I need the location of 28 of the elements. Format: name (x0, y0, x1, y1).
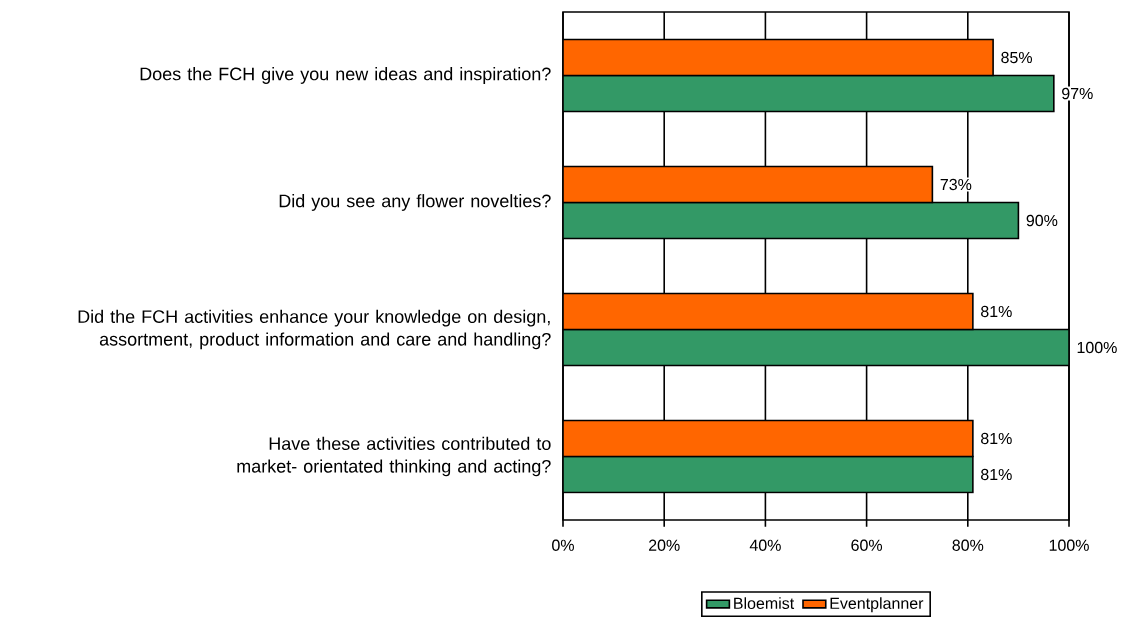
y-tick-label: Did the FCH activities enhance your knowledge on design, assortment, product information and care and handling? (78, 309, 551, 350)
bar (563, 455, 974, 494)
bar (563, 38, 994, 77)
y-tick-label: Does the FCH give you new ideas and inspiration? (140, 67, 551, 84)
bar (563, 419, 974, 458)
bar (563, 328, 1070, 367)
legend-label: Bloemist (734, 597, 795, 609)
x-tick-label: 0% (552, 539, 574, 551)
y-tick-label: Have these activities contributed to market- orientated thinking and acting? (237, 436, 551, 477)
x-tick-label: 100% (1049, 539, 1089, 551)
data-label: 73% (940, 178, 972, 191)
x-tick-label: 80% (952, 539, 984, 551)
data-label: 100% (1077, 341, 1117, 354)
bar (563, 201, 1020, 240)
data-label: 90% (1026, 214, 1058, 227)
legend-label: Eventplanner (830, 597, 924, 613)
data-label: 97% (1062, 87, 1093, 100)
bar (563, 165, 934, 204)
bar (563, 292, 974, 331)
data-label: 81% (981, 305, 1012, 318)
data-label: 85% (1001, 51, 1033, 64)
x-tick-label: 20% (648, 539, 680, 551)
y-tick-label: Did you see any flower novelties? (279, 194, 551, 211)
x-tick-label: 60% (851, 539, 883, 551)
data-label: 81% (981, 468, 1012, 481)
data-label: 81% (981, 432, 1012, 445)
x-tick-label: 40% (749, 539, 781, 551)
bar (563, 74, 1055, 113)
